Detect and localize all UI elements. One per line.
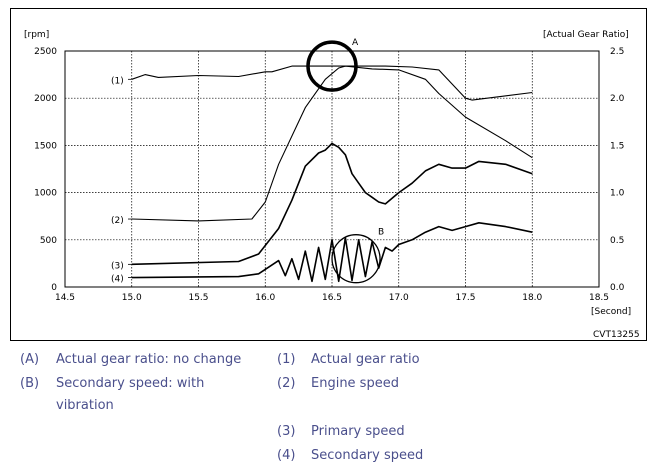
series-tag: (1) (111, 76, 124, 86)
x-tick-label: 17.5 (455, 293, 475, 303)
y-tick-label-right: 2.5 (610, 47, 624, 57)
y-tick-label-right: 0.0 (610, 283, 625, 293)
series-line-primary-speed (131, 142, 533, 266)
legend-key: (2) (277, 376, 296, 391)
annotation-circle-a (306, 40, 358, 92)
legend-key: (A) (20, 352, 40, 367)
y-tick-label-right: 2.0 (610, 94, 625, 104)
x-tick-label: 15.0 (122, 293, 142, 303)
y-tick-label-left: 1500 (34, 141, 57, 151)
chart-frame: 14.5 15.0 15.5 16.0 16.5 17.0 17.5 18.0 18.5 0 500… (10, 8, 647, 341)
annotation-label-b: B (378, 228, 384, 238)
x-tick-label: 14.5 (55, 293, 75, 303)
axes: 14.5 15.0 15.5 16.0 16.5 17.0 17.5 18.0 18.5 0 500… (34, 47, 624, 303)
x-tick-label: 16.0 (255, 293, 275, 303)
y-tick-label-left: 1000 (34, 189, 57, 199)
x-tick-label: 17.0 (389, 293, 409, 303)
legend-key: (3) (277, 424, 296, 439)
legend-text: Secondary speed: with (56, 376, 205, 391)
y-tick-label-right: 1.5 (610, 141, 624, 151)
y-tick-label-left: 2500 (34, 47, 57, 57)
x-tick-label: 18.5 (589, 293, 609, 303)
y-axis-label-right: [Actual Gear Ratio] (543, 30, 629, 40)
legend-text: vibration (56, 398, 114, 413)
y-tick-label-left: 0 (51, 283, 57, 293)
legend-key: (B) (20, 376, 40, 391)
series-line-engine-speed (131, 65, 533, 222)
legend-key: (1) (277, 352, 296, 367)
x-tick-label: 18.0 (522, 293, 542, 303)
annotation-label-a: A (352, 38, 359, 48)
y-tick-label-left: 500 (40, 236, 57, 246)
series-line-secondary-speed (131, 222, 533, 283)
plot-area (64, 50, 600, 288)
legend-text: Actual gear ratio (311, 352, 420, 367)
x-axis-label: [Second] (591, 307, 631, 317)
legend-text: Engine speed (311, 376, 399, 391)
x-tick-label: 15.5 (188, 293, 208, 303)
legend-text: Secondary speed (311, 448, 424, 463)
y-axis-label-left: [rpm] (24, 30, 49, 40)
series-group: (1) (2) (3) (4) (111, 65, 533, 285)
legend-text: Primary speed (311, 424, 405, 439)
figure-code: CVT13255 (593, 330, 640, 340)
annotations: AB (306, 38, 384, 284)
series-tag: (3) (111, 261, 124, 271)
series-line-actual-gear-ratio (131, 65, 533, 101)
y-tick-label-left: 2000 (34, 94, 57, 104)
y-tick-label-right: 1.0 (610, 189, 625, 199)
x-tick-label: 16.5 (322, 293, 342, 303)
legend-text: Actual gear ratio: no change (56, 352, 242, 367)
series-tag: (4) (111, 275, 124, 285)
legend: (A) Actual gear ratio: no change (B) Second… (0, 346, 658, 472)
legend-key: (4) (277, 448, 296, 463)
speed-chart: 14.5 15.0 15.5 16.0 16.5 17.0 17.5 18.0 18.5 0 500… (24, 30, 640, 340)
series-tag: (2) (111, 216, 124, 226)
annotation-circle-b (331, 234, 381, 284)
y-tick-label-right: 0.5 (610, 236, 624, 246)
